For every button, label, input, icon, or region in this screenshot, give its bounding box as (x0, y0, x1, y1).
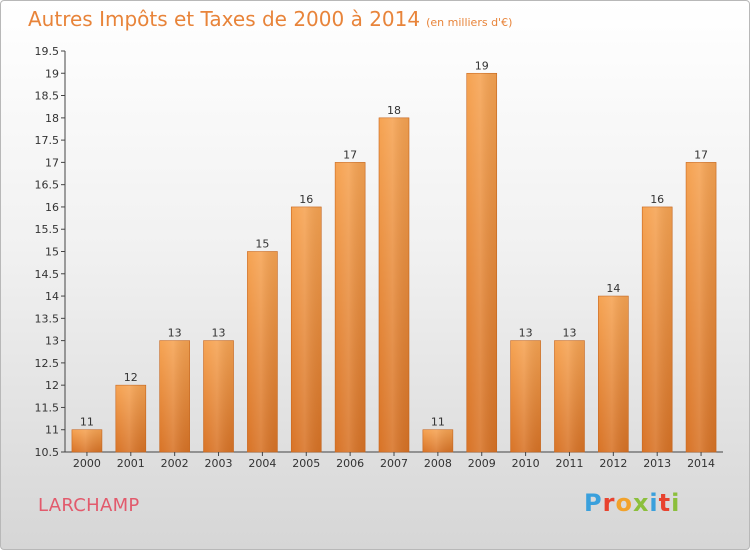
chart-title-unit: (en milliers d'€) (426, 16, 513, 29)
logo-letter: i (649, 489, 659, 517)
x-tick-label: 2014 (687, 457, 715, 470)
bar-shine (247, 251, 278, 452)
x-tick-label: 2011 (555, 457, 583, 470)
y-tick-label: 17.5 (35, 134, 60, 147)
logo-letter: o (615, 489, 633, 517)
y-tick-label: 16.5 (35, 179, 60, 192)
y-tick-label: 19 (45, 67, 59, 80)
data-label: 17 (343, 148, 357, 161)
bar-shine (466, 73, 497, 453)
logo-letter: t (658, 489, 672, 517)
x-tick-label: 2013 (643, 457, 671, 470)
y-tick-label: 14 (45, 290, 59, 303)
x-tick-label: 2001 (117, 457, 145, 470)
bar-shine (203, 340, 234, 452)
bar-shine (554, 340, 585, 452)
bar-shine (422, 429, 453, 452)
chart-title-main: Autres Impôts et Taxes de 2000 à 2014 (28, 7, 421, 31)
data-label: 11 (431, 416, 445, 429)
y-tick-label: 18 (45, 112, 59, 125)
y-tick-label: 17 (45, 156, 59, 169)
data-label: 11 (80, 416, 94, 429)
data-label: 13 (562, 327, 576, 340)
x-tick-label: 2002 (161, 457, 189, 470)
logo-letter: x (632, 489, 650, 517)
x-tick-label: 2000 (73, 457, 101, 470)
logo-letter: P (584, 489, 603, 517)
y-tick-label: 19.5 (35, 45, 60, 58)
x-tick-label: 2012 (599, 457, 627, 470)
chart-title: Autres Impôts et Taxes de 2000 à 2014 (en… (28, 7, 512, 31)
data-label: 16 (650, 193, 664, 206)
bar-shine (335, 162, 366, 452)
bar-shine (115, 385, 146, 452)
y-tick-label: 11.5 (35, 401, 60, 414)
x-tick-label: 2004 (248, 457, 276, 470)
x-tick-label: 2010 (512, 457, 540, 470)
y-tick-label: 11 (45, 424, 59, 437)
data-label: 13 (212, 327, 226, 340)
x-tick-label: 2006 (336, 457, 364, 470)
bar-shine (686, 162, 717, 452)
bar-shine (379, 117, 409, 452)
data-label: 12 (124, 371, 138, 384)
x-tick-label: 2007 (380, 457, 408, 470)
y-tick-label: 18.5 (35, 90, 60, 103)
y-tick-label: 15.5 (35, 223, 60, 236)
data-label: 13 (519, 327, 533, 340)
x-tick-label: 2009 (468, 457, 496, 470)
y-tick-label: 13 (45, 335, 59, 348)
x-tick-label: 2008 (424, 457, 452, 470)
y-tick-label: 12.5 (35, 357, 60, 370)
data-label: 13 (168, 327, 182, 340)
commune-name: LARCHAMP (38, 495, 140, 516)
bar-shine (510, 340, 541, 452)
bar-shine (291, 206, 322, 452)
x-tick-label: 2005 (292, 457, 320, 470)
y-tick-label: 13.5 (35, 312, 60, 325)
data-label: 19 (475, 59, 489, 72)
y-tick-label: 16 (45, 201, 59, 214)
data-label: 16 (299, 193, 313, 206)
bar-shine (642, 206, 673, 452)
x-tick-label: 2003 (205, 457, 233, 470)
y-tick-label: 10.5 (35, 446, 60, 459)
bar-shine (598, 296, 629, 452)
data-label: 17 (694, 148, 708, 161)
y-tick-label: 15 (45, 246, 59, 259)
y-tick-label: 14.5 (35, 268, 60, 281)
data-label: 15 (255, 238, 269, 251)
logo-letter: i (671, 489, 681, 517)
y-tick-label: 12 (45, 379, 59, 392)
data-label: 14 (606, 282, 620, 295)
proxiti-logo: Proxiti (584, 489, 680, 517)
logo-letter: r (602, 489, 616, 517)
bar-shine (71, 429, 102, 452)
data-label: 18 (387, 104, 401, 117)
bar-shine (159, 340, 190, 452)
